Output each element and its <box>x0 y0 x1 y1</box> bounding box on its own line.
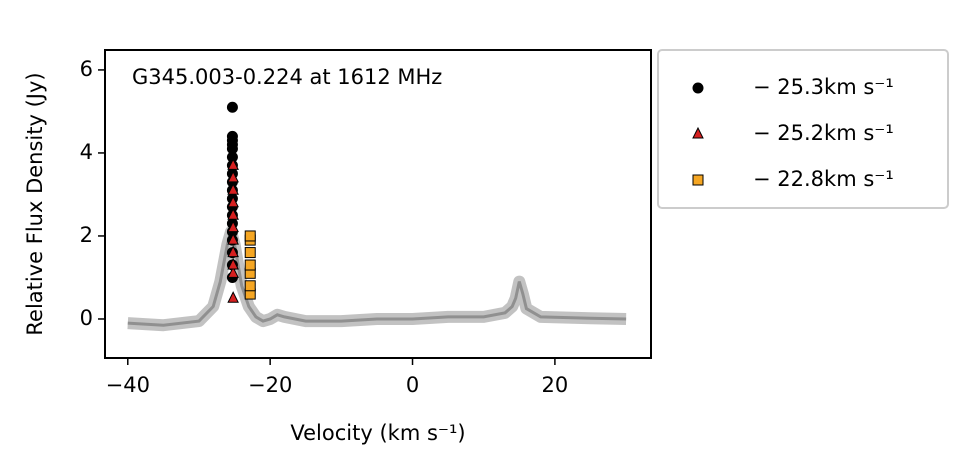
spectrum-line <box>127 226 627 327</box>
y-tick-label: 0 <box>80 306 93 330</box>
y-tick-label: 6 <box>80 57 93 81</box>
legend-label: − 22.8km s⁻¹ <box>753 167 894 191</box>
point <box>244 259 256 271</box>
point <box>227 232 239 245</box>
legend-marker <box>692 126 704 139</box>
point <box>244 247 256 259</box>
point <box>227 257 239 270</box>
legend-label: − 25.3km s⁻¹ <box>753 75 894 99</box>
x-axis-label: Velocity (km s⁻¹) <box>290 421 465 445</box>
point <box>227 208 239 220</box>
legend-marker <box>692 174 704 186</box>
point <box>227 291 239 303</box>
point <box>226 101 238 113</box>
annotation: G345.003-0.224 at 1612 MHz <box>132 65 442 89</box>
point <box>244 230 256 242</box>
point <box>227 183 239 195</box>
y-tick-label: 4 <box>80 140 93 164</box>
point <box>227 245 239 258</box>
legend-frame <box>657 49 949 209</box>
x-tick-label: −20 <box>248 373 292 397</box>
y-tick-label: 2 <box>80 223 93 247</box>
point <box>227 158 239 170</box>
legend-marker <box>692 82 704 94</box>
x-tick-label: 0 <box>406 373 419 397</box>
point <box>227 195 239 208</box>
point <box>226 130 238 142</box>
plot-frame <box>104 49 652 359</box>
point <box>227 220 239 233</box>
point <box>244 280 256 292</box>
x-tick-label: 20 <box>542 373 569 397</box>
point <box>227 266 239 278</box>
x-tick-label: −40 <box>106 373 150 397</box>
point <box>227 170 239 183</box>
y-axis-label: Relative Flux Density (Jy) <box>23 72 47 335</box>
spectrum-band <box>127 225 627 332</box>
legend-label: − 25.2km s⁻¹ <box>753 121 894 145</box>
